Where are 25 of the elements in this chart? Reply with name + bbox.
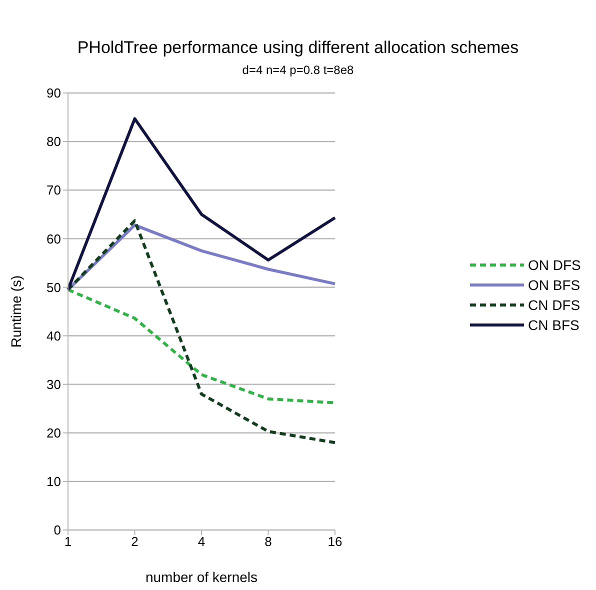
y-tick-label: 50 xyxy=(46,280,61,295)
x-tick-label: 4 xyxy=(198,534,206,550)
y-tick-label: 40 xyxy=(46,328,61,344)
y-axis-title: Runtime (s) xyxy=(8,275,24,348)
line-series xyxy=(66,117,336,292)
y-tick-label: 70 xyxy=(46,182,61,198)
y-tick-label: 20 xyxy=(46,426,61,441)
y-tick-label: 10 xyxy=(46,474,61,490)
x-tick-label: 1 xyxy=(64,534,72,550)
legend-label: ON BFS xyxy=(528,277,580,293)
y-tick-label: 60 xyxy=(46,231,61,246)
x-tick-label: 2 xyxy=(131,534,138,550)
chart-subtitle: d=4 n=4 p=0.8 t=8e8 xyxy=(241,63,355,77)
legend-label: CN BFS xyxy=(528,317,580,333)
chart-title: PHoldTree performance using different allocation schemes xyxy=(76,38,520,58)
y-tick-label: 0 xyxy=(54,522,61,538)
legend-label: ON DFS xyxy=(528,257,581,273)
x-tick-label: 8 xyxy=(264,534,272,550)
x-tick-label: 16 xyxy=(328,534,342,550)
x-axis-title: number of kernels xyxy=(145,569,258,585)
y-tick-label: 80 xyxy=(46,134,61,150)
line-series xyxy=(66,219,336,444)
y-tick-label: 30 xyxy=(46,376,61,392)
legend-label: CN DFS xyxy=(528,297,580,313)
y-tick-label: 90 xyxy=(46,86,61,101)
